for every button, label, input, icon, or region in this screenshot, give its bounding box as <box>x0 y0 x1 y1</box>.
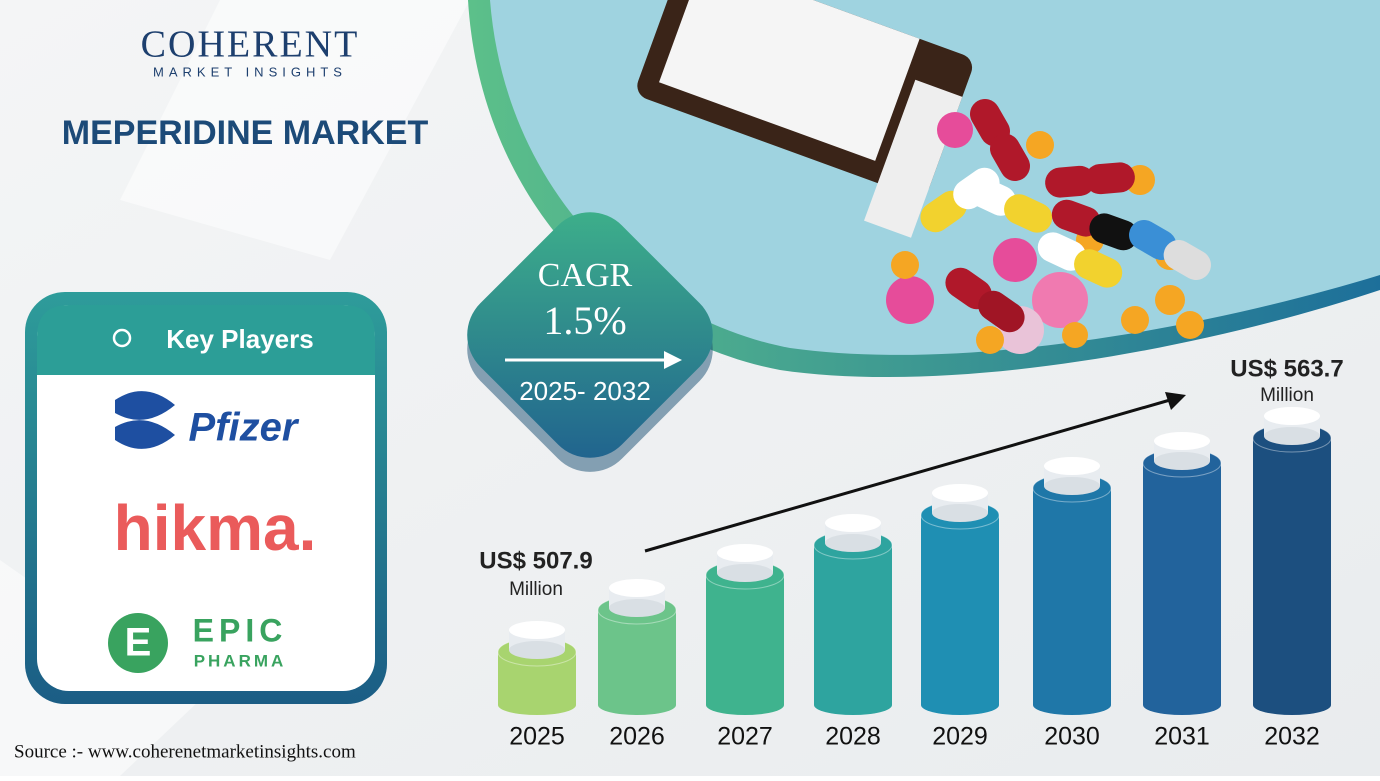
capsule <box>945 267 1025 333</box>
cylinder <box>921 515 999 715</box>
cylinders: 2025 2026 2027 2028 2029 2030 2031 2032 <box>497 407 1332 751</box>
cagr-value: 1.5% <box>543 298 626 343</box>
cylinder-cap-base <box>1044 477 1100 495</box>
growth-arrow <box>644 398 1171 553</box>
cylinder <box>814 545 892 715</box>
cylinder <box>1033 488 1111 715</box>
pill <box>891 251 919 279</box>
pill <box>1062 322 1088 348</box>
cagr-diamond <box>467 212 713 458</box>
company-sub: PHARMA <box>194 651 287 670</box>
cylinder-cap-base <box>717 564 773 582</box>
cylinder-cap-top <box>1154 432 1210 450</box>
cylinder-cap-base <box>825 534 881 552</box>
end-value: US$ 563.7 <box>1230 355 1343 382</box>
pill <box>886 276 934 324</box>
pill-bottle <box>637 0 973 238</box>
pill <box>1176 311 1204 339</box>
pill <box>1026 131 1054 159</box>
epic-icon <box>108 613 168 673</box>
cylinder <box>1253 438 1331 715</box>
title: MEPERIDINE MARKET <box>62 114 429 152</box>
epic-icon-letter: E <box>125 621 152 665</box>
cylinder-cap-top <box>932 484 988 502</box>
pills <box>886 99 1211 354</box>
year-label: 2030 <box>1044 723 1100 751</box>
year-label: 2025 <box>509 723 565 751</box>
bg-shape <box>120 0 470 260</box>
year-label: 2032 <box>1264 723 1320 751</box>
cylinder-cap-base <box>932 504 988 522</box>
capsule-half <box>1084 162 1135 195</box>
company: EPIC <box>193 612 288 648</box>
cylinder-cap-base <box>509 641 565 659</box>
capsule-half <box>1004 194 1053 233</box>
capsule-half <box>1129 220 1177 260</box>
pill <box>993 238 1037 282</box>
year-label: 2029 <box>932 723 988 751</box>
cylinder-cap-top <box>717 544 773 562</box>
key-icon <box>112 328 132 348</box>
capsule-half <box>978 290 1025 333</box>
cagr-arrowhead <box>664 351 682 369</box>
pfizer-icon <box>115 391 175 449</box>
capsule-half <box>1089 213 1139 251</box>
cylinder-cap-base <box>609 599 665 617</box>
pill <box>1032 272 1088 328</box>
cylinder <box>498 652 576 715</box>
cagr-label: CAGR <box>538 257 633 294</box>
card-header <box>37 305 375 375</box>
cylinder-cap-top <box>1264 407 1320 425</box>
cylinder-cap-top <box>825 514 881 532</box>
capsule <box>1045 162 1135 198</box>
end-unit: Million <box>1260 385 1314 406</box>
card-heading: Key Players <box>166 324 313 354</box>
start-value: US$ 507.9 <box>479 547 592 574</box>
cylinder <box>598 610 676 715</box>
cylinder-cap-top <box>509 621 565 639</box>
company: Pfizer <box>189 406 300 450</box>
source: Source :- www.coherenetmarketinsights.co… <box>14 741 356 762</box>
cylinder-cap-base <box>1154 452 1210 470</box>
capsule-half <box>967 177 1016 216</box>
cylinder-cap-base <box>1264 427 1320 445</box>
capsule-half <box>1037 232 1086 271</box>
cylinder <box>1143 463 1221 715</box>
pill <box>937 112 973 148</box>
capsule <box>1037 232 1123 288</box>
year-label: 2027 <box>717 723 773 751</box>
brand-tagline: MARKET INSIGHTS <box>153 64 347 79</box>
capsule <box>970 99 1030 181</box>
cagr-period: 2025- 2032 <box>519 376 651 406</box>
capsule-half <box>1163 240 1211 280</box>
growth-arrowhead <box>1165 392 1186 410</box>
pill <box>1155 285 1185 315</box>
capsule-half <box>1045 165 1096 198</box>
capsule-half <box>990 133 1030 181</box>
capsule-half <box>1074 249 1123 288</box>
cylinder-cap-top <box>609 579 665 597</box>
start-unit: Million <box>509 579 563 600</box>
year-label: 2028 <box>825 723 881 751</box>
cylinder <box>706 575 784 715</box>
pill <box>976 326 1004 354</box>
cylinder-cap-top <box>1044 457 1100 475</box>
capsule-half <box>1051 199 1101 237</box>
capsule <box>1051 199 1139 251</box>
capsule-half <box>970 99 1010 147</box>
year-label: 2026 <box>609 723 665 751</box>
pill <box>1121 306 1149 334</box>
capsule <box>1129 220 1211 280</box>
company: hikma. <box>114 492 317 564</box>
year-label: 2031 <box>1154 723 1210 751</box>
brand-name: COHERENT <box>141 24 360 66</box>
capsule <box>967 177 1053 233</box>
